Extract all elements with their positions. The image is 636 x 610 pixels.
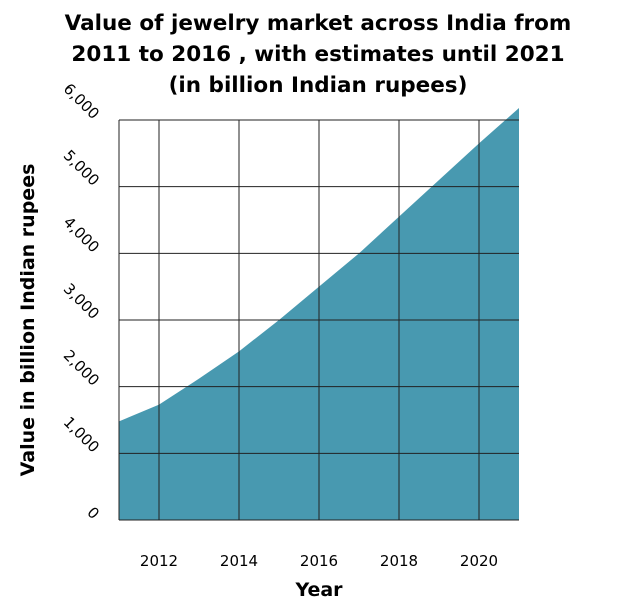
y-axis-label: Value in billion Indian rupees (17, 164, 39, 477)
y-tick-label: 5,000 (60, 146, 103, 189)
y-tick-label: 0 (83, 503, 102, 522)
chart-title-line-1: Value of jewelry market across India fro… (65, 11, 572, 36)
x-tick-label: 2012 (140, 552, 178, 570)
chart-title-line-2: 2011 to 2016 , with estimates until 2021 (71, 42, 564, 67)
y-tick-label: 1,000 (60, 413, 103, 456)
x-tick-label: 2016 (300, 552, 338, 570)
x-tick-label: 2018 (380, 552, 418, 570)
x-axis-label: Year (294, 579, 343, 601)
x-tick-label: 2014 (220, 552, 258, 570)
y-tick-label: 6,000 (60, 80, 103, 123)
chart-title-line-3: (in billion Indian rupees) (169, 73, 468, 98)
y-tick-label: 4,000 (60, 213, 103, 256)
chart-title: Value of jewelry market across India fro… (65, 11, 572, 98)
y-tick-label: 2,000 (60, 346, 103, 389)
y-tick-label: 3,000 (60, 280, 103, 323)
plot-area: 2012 2014 2016 2018 2020 0 1,000 2,000 3,000 4,00… (60, 80, 519, 570)
x-tick-label: 2020 (460, 552, 498, 570)
